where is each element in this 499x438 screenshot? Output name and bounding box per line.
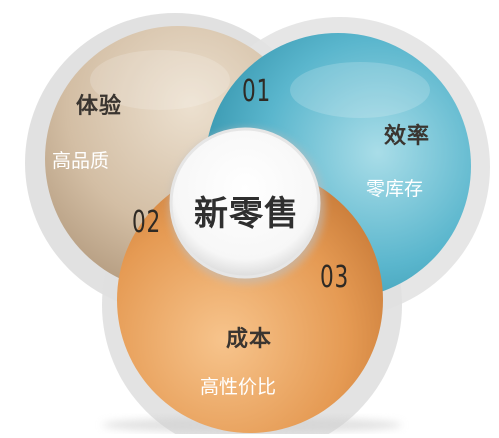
center-circle xyxy=(169,127,321,279)
highlight xyxy=(90,50,230,110)
cost-number: 02 xyxy=(132,205,161,240)
experience-subtitle: 高品质 xyxy=(52,150,110,172)
experience-title: 体验 xyxy=(76,94,123,119)
cost-subtitle: 高性价比 xyxy=(200,376,277,398)
center-label: 新零售 xyxy=(194,194,299,234)
highlight xyxy=(290,62,430,118)
efficiency-number: 03 xyxy=(320,260,349,295)
efficiency-subtitle: 零库存 xyxy=(366,178,424,200)
efficiency-title: 效率 xyxy=(384,124,431,149)
cost-title: 成本 xyxy=(226,327,273,352)
experience-number: 01 xyxy=(242,74,271,109)
